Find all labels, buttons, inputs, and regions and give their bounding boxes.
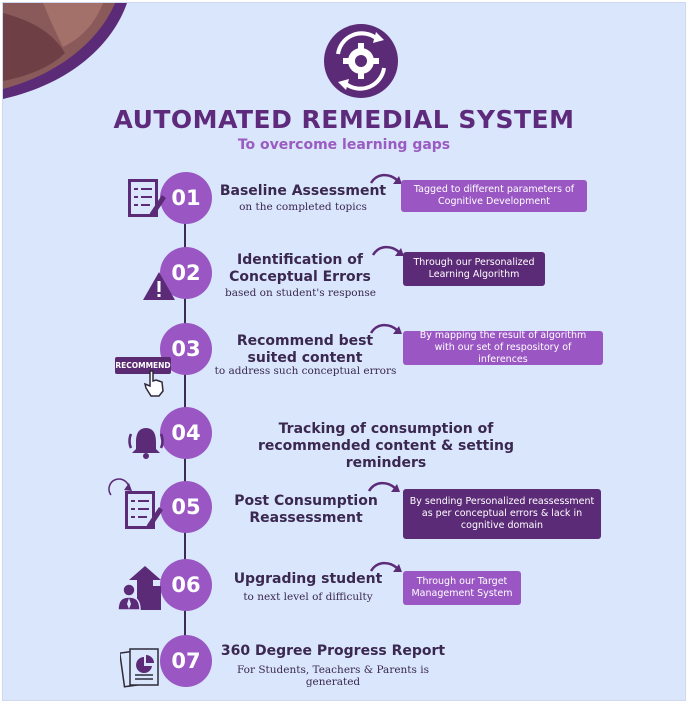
step-subtitle-03: to address such conceptual errors <box>214 365 397 377</box>
student-growth-icon <box>117 566 161 611</box>
cursor-hand-icon <box>143 370 164 397</box>
step-number-07: 07 <box>160 635 212 687</box>
step-subtitle-01: on the completed topics <box>239 201 367 213</box>
corner-photo <box>3 3 127 99</box>
step-title-04: Tracking of consumption of recommended c… <box>257 421 515 471</box>
gear-cycle-icon <box>324 24 398 98</box>
recommend-button-icon: RECOMMEND <box>115 357 171 374</box>
step-title-05: Post Consumption Reassessment <box>234 493 378 526</box>
step-tag-05: By sending Personalized reassessment as … <box>403 489 601 539</box>
report-chart-icon <box>120 648 159 688</box>
step-title-03: Recommend best suited content <box>236 333 374 366</box>
step-title-02: Identification of Conceptual Errors <box>229 252 371 285</box>
checklist-pencil-icon <box>128 179 166 217</box>
checklist-refresh-icon <box>108 478 163 529</box>
warning-triangle-icon <box>143 272 175 300</box>
step-subtitle-07: For Students, Teachers & Parents is gene… <box>236 664 430 688</box>
step-number-03: 03 <box>160 323 212 375</box>
step-tag-03: By mapping the result of algorithm with … <box>403 330 603 365</box>
step-subtitle-02: based on student's response <box>225 287 376 299</box>
step-tag-02: Through our Personalized Learning Algori… <box>403 252 545 286</box>
step-number-06: 06 <box>160 559 212 611</box>
arrow-icon <box>369 561 402 572</box>
arrow-icon <box>369 323 402 334</box>
step-tag-06: Through our Target Management System <box>403 571 521 605</box>
step-title-07: 360 Degree Progress Report <box>220 643 446 659</box>
step-tag-01: Tagged to different parameters of Cognit… <box>401 180 587 212</box>
bell-ringing-icon <box>128 428 164 459</box>
step-number-05: 05 <box>160 481 212 533</box>
step-title-06: Upgrading student <box>233 571 383 587</box>
step-number-04: 04 <box>160 407 212 459</box>
page-subtitle: To overcome learning gaps <box>237 137 451 153</box>
page-title: AUTOMATED REMEDIAL SYSTEM <box>113 105 575 134</box>
step-number-01: 01 <box>160 172 212 224</box>
step-title-01: Baseline Assessment <box>219 183 387 199</box>
arrow-icon <box>367 481 400 492</box>
arrow-icon <box>369 173 402 184</box>
arrow-icon <box>371 245 404 256</box>
step-subtitle-06: to next level of difficulty <box>243 591 373 603</box>
